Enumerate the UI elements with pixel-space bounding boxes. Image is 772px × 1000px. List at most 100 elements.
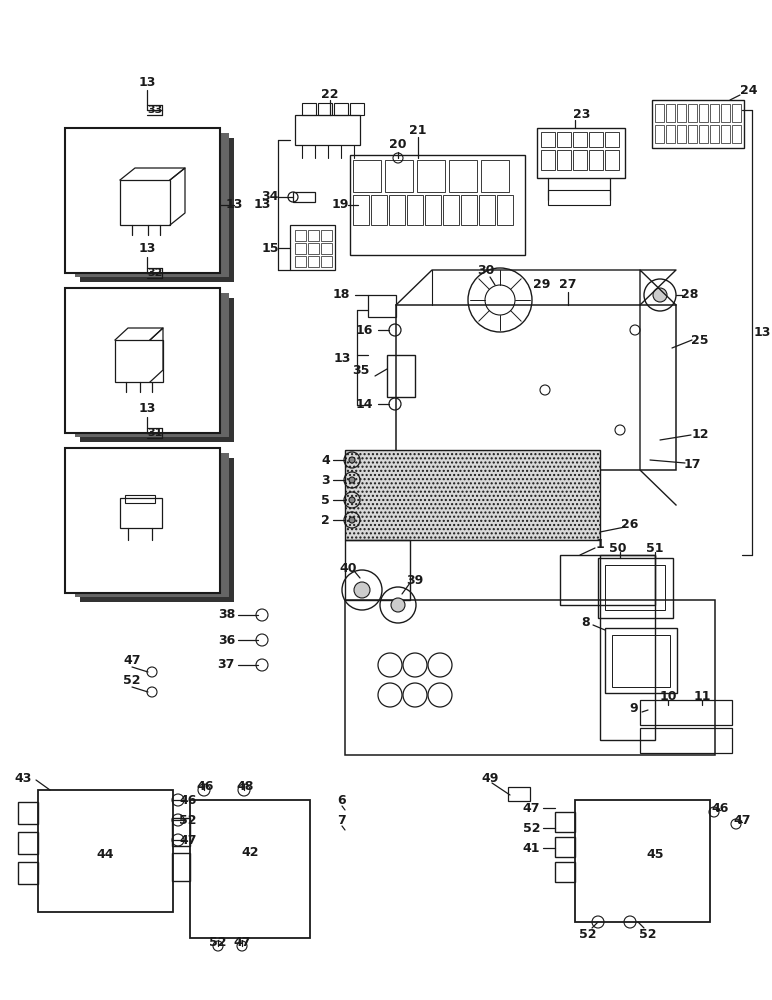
Bar: [295, 243, 306, 254]
Bar: [461, 195, 477, 225]
Bar: [65, 288, 220, 433]
Text: 4: 4: [321, 454, 330, 466]
Bar: [443, 195, 459, 225]
Bar: [407, 195, 423, 225]
Bar: [666, 104, 675, 122]
Text: 26: 26: [621, 518, 638, 532]
Bar: [65, 128, 220, 273]
Text: 10: 10: [659, 690, 677, 702]
Text: 44: 44: [96, 848, 113, 861]
Bar: [321, 256, 332, 267]
Bar: [605, 565, 665, 610]
Text: 41: 41: [523, 842, 540, 854]
Bar: [699, 125, 708, 143]
Bar: [541, 132, 555, 147]
Circle shape: [653, 288, 667, 302]
Bar: [389, 195, 405, 225]
Bar: [295, 115, 360, 145]
Bar: [688, 125, 697, 143]
Bar: [425, 195, 441, 225]
Bar: [640, 728, 732, 753]
Bar: [589, 132, 603, 147]
Text: 52: 52: [209, 936, 227, 948]
Text: 24: 24: [740, 84, 757, 97]
Text: 13: 13: [138, 401, 156, 414]
Bar: [80, 458, 234, 602]
Text: 23: 23: [574, 108, 591, 121]
Bar: [120, 180, 170, 225]
Bar: [598, 558, 673, 618]
Text: 43: 43: [15, 772, 32, 784]
Text: 5: 5: [321, 493, 330, 506]
Text: 12: 12: [691, 428, 709, 442]
Bar: [508, 787, 530, 801]
Text: 40: 40: [339, 562, 357, 574]
Bar: [371, 195, 387, 225]
Text: 31: 31: [147, 428, 163, 438]
Bar: [655, 125, 664, 143]
Text: 46: 46: [196, 780, 214, 792]
Text: 11: 11: [693, 690, 711, 702]
Bar: [125, 495, 155, 503]
Bar: [80, 298, 234, 442]
Bar: [115, 340, 163, 382]
Text: 49: 49: [481, 772, 499, 784]
Bar: [353, 160, 381, 192]
Bar: [345, 600, 715, 755]
Text: 2: 2: [321, 514, 330, 526]
Bar: [677, 104, 686, 122]
Text: 8: 8: [581, 615, 590, 629]
Text: 19: 19: [331, 198, 349, 212]
Bar: [120, 498, 162, 528]
Text: 38: 38: [218, 608, 235, 621]
Bar: [353, 195, 369, 225]
Bar: [560, 555, 655, 605]
Bar: [190, 800, 310, 938]
Text: 28: 28: [682, 288, 699, 302]
Text: 45: 45: [646, 848, 664, 861]
Bar: [605, 628, 677, 693]
Text: 13: 13: [753, 326, 770, 340]
Text: 47: 47: [124, 654, 141, 666]
Bar: [308, 243, 319, 254]
Circle shape: [349, 497, 355, 503]
Bar: [575, 800, 710, 922]
Text: 50: 50: [609, 542, 627, 554]
Bar: [345, 540, 410, 600]
Bar: [612, 635, 670, 687]
Bar: [600, 555, 655, 740]
Bar: [721, 104, 730, 122]
Bar: [688, 104, 697, 122]
Text: 33: 33: [147, 105, 163, 115]
Bar: [308, 230, 319, 241]
Bar: [387, 355, 415, 397]
Bar: [548, 190, 610, 205]
Text: 27: 27: [559, 278, 577, 292]
Text: 46: 46: [179, 794, 197, 806]
Bar: [321, 230, 332, 241]
Text: 13: 13: [138, 241, 156, 254]
Text: 32: 32: [147, 268, 163, 278]
Bar: [318, 103, 332, 115]
Text: 7: 7: [337, 814, 347, 826]
Text: 9: 9: [629, 702, 638, 714]
Bar: [350, 155, 525, 255]
Bar: [295, 230, 306, 241]
Text: 52: 52: [179, 814, 197, 826]
Bar: [557, 150, 571, 170]
Bar: [666, 125, 675, 143]
Text: 3: 3: [321, 474, 330, 487]
Text: 47: 47: [233, 936, 251, 948]
Circle shape: [391, 598, 405, 612]
Text: 21: 21: [409, 123, 427, 136]
Bar: [677, 125, 686, 143]
Text: 30: 30: [477, 263, 495, 276]
Text: 46: 46: [711, 802, 729, 814]
Text: 39: 39: [406, 574, 424, 586]
Bar: [38, 790, 173, 912]
Text: 20: 20: [389, 138, 407, 151]
Bar: [385, 160, 413, 192]
Text: 47: 47: [733, 814, 750, 826]
Text: 15: 15: [261, 241, 279, 254]
Bar: [537, 128, 625, 178]
